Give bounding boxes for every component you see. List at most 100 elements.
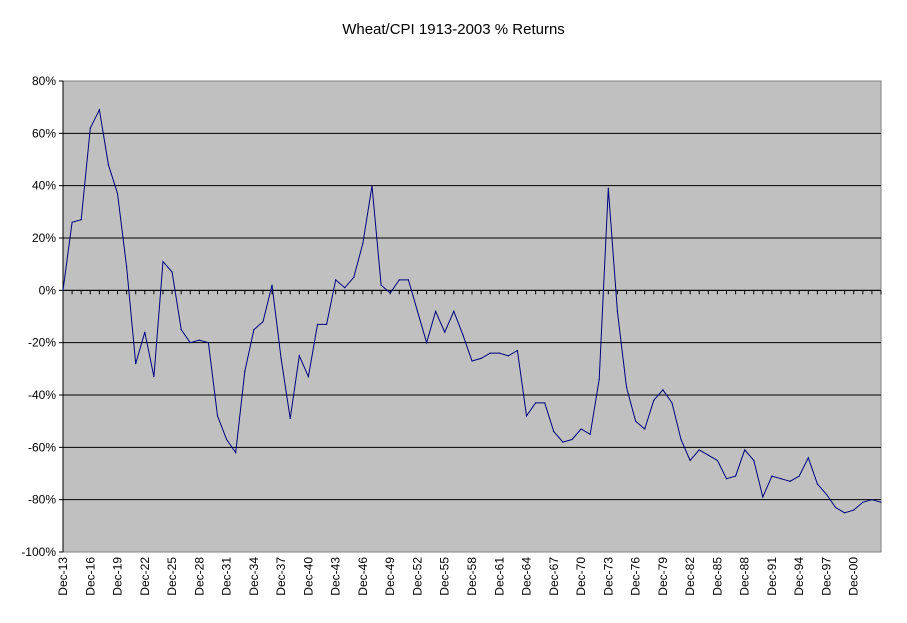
data-point bbox=[607, 187, 609, 189]
data-point bbox=[335, 279, 337, 281]
y-tick-label: -40% bbox=[28, 388, 56, 402]
data-point bbox=[116, 192, 119, 195]
data-point bbox=[144, 331, 146, 333]
data-point bbox=[580, 428, 582, 430]
data-point bbox=[589, 433, 591, 435]
x-tick-label: Dec-67 bbox=[547, 557, 561, 596]
data-point bbox=[689, 459, 691, 462]
x-tick-label: Dec-76 bbox=[629, 557, 643, 596]
data-point bbox=[416, 310, 419, 312]
data-point bbox=[571, 438, 573, 441]
data-point bbox=[307, 376, 309, 378]
data-point bbox=[325, 323, 328, 325]
data-point bbox=[525, 415, 528, 417]
data-point bbox=[871, 499, 873, 501]
data-point bbox=[798, 475, 800, 477]
data-point bbox=[462, 334, 464, 336]
x-tick-label: Dec-37 bbox=[274, 557, 288, 596]
data-point bbox=[562, 441, 564, 443]
data-point bbox=[89, 127, 91, 129]
x-tick-label: Dec-82 bbox=[683, 557, 697, 596]
data-point bbox=[789, 480, 791, 482]
data-point bbox=[262, 321, 264, 323]
data-point bbox=[698, 449, 700, 451]
plot-area bbox=[62, 80, 882, 553]
x-tick-label: Dec-61 bbox=[492, 557, 506, 596]
y-tick-label: -60% bbox=[28, 440, 56, 454]
x-tick-label: Dec-52 bbox=[410, 557, 424, 596]
data-point bbox=[435, 310, 437, 312]
x-axis-ticks: Dec-13 Dec-16 Dec-19 Dec-22 Dec-25 Dec-28 Dec-… bbox=[56, 557, 861, 596]
data-point bbox=[371, 185, 373, 187]
x-tick-label: Dec-49 bbox=[383, 557, 397, 596]
data-point bbox=[753, 459, 755, 462]
data-point bbox=[544, 402, 546, 404]
data-point bbox=[62, 289, 64, 291]
data-point bbox=[780, 478, 782, 480]
data-point bbox=[407, 279, 409, 281]
data-point bbox=[207, 342, 210, 344]
data-point bbox=[344, 287, 346, 289]
x-tick-label: Dec-40 bbox=[301, 557, 315, 596]
x-tick-label: Dec-31 bbox=[220, 557, 234, 596]
x-tick-label: Dec-43 bbox=[329, 557, 343, 596]
data-point bbox=[816, 483, 818, 485]
data-point bbox=[734, 475, 737, 477]
data-point bbox=[453, 310, 455, 312]
data-point bbox=[716, 459, 719, 462]
data-point bbox=[553, 431, 555, 433]
data-point bbox=[253, 328, 255, 331]
data-point bbox=[198, 339, 200, 341]
data-point bbox=[271, 284, 273, 286]
x-tick-label: Dec-58 bbox=[465, 557, 479, 596]
data-point bbox=[598, 378, 600, 380]
data-point bbox=[825, 493, 828, 496]
x-tick-label: Dec-97 bbox=[819, 557, 833, 596]
data-point bbox=[444, 331, 446, 333]
data-point bbox=[425, 342, 428, 344]
x-tick-label: Dec-79 bbox=[656, 557, 670, 596]
x-tick-label: Dec-13 bbox=[56, 557, 70, 596]
data-point bbox=[362, 242, 364, 244]
chart-title: Wheat/CPI 1913-2003 % Returns bbox=[342, 21, 565, 38]
data-point bbox=[516, 349, 519, 352]
data-point bbox=[135, 363, 137, 365]
data-point bbox=[189, 342, 191, 344]
y-tick-label: -20% bbox=[28, 336, 56, 350]
y-tick-label: 60% bbox=[32, 126, 56, 140]
data-point bbox=[171, 271, 173, 273]
data-point bbox=[298, 355, 300, 357]
x-tick-label: Dec-22 bbox=[138, 557, 152, 596]
y-tick-label: -80% bbox=[28, 493, 56, 507]
data-point bbox=[280, 357, 282, 359]
series-layer bbox=[62, 108, 882, 514]
data-point bbox=[380, 284, 382, 286]
data-point bbox=[498, 352, 500, 354]
data-point bbox=[680, 438, 682, 441]
data-point bbox=[834, 506, 837, 509]
y-tick-label: 0% bbox=[39, 283, 57, 297]
data-point bbox=[244, 370, 246, 373]
data-point bbox=[507, 355, 509, 357]
data-point bbox=[180, 328, 182, 331]
x-tick-label: Dec-91 bbox=[765, 557, 779, 596]
data-point bbox=[235, 451, 237, 454]
data-point bbox=[289, 417, 291, 420]
data-point bbox=[226, 438, 228, 441]
y-tick-label: 20% bbox=[32, 231, 56, 245]
data-point bbox=[807, 457, 809, 459]
data-point bbox=[98, 109, 100, 111]
data-point bbox=[635, 420, 637, 422]
data-point bbox=[126, 266, 128, 268]
data-point bbox=[844, 512, 846, 514]
data-point bbox=[762, 496, 764, 498]
x-tick-label: Dec-94 bbox=[792, 557, 806, 596]
y-tick-label: -100% bbox=[21, 545, 56, 559]
x-tick-label: Dec-85 bbox=[710, 557, 724, 596]
data-point bbox=[644, 428, 646, 430]
data-point bbox=[671, 402, 673, 404]
data-point bbox=[489, 352, 491, 354]
y-axis-ticks: 80% 60% 40% 20% 0% -20% -40% -60% -80% -100% bbox=[21, 74, 63, 559]
data-point bbox=[535, 402, 537, 404]
